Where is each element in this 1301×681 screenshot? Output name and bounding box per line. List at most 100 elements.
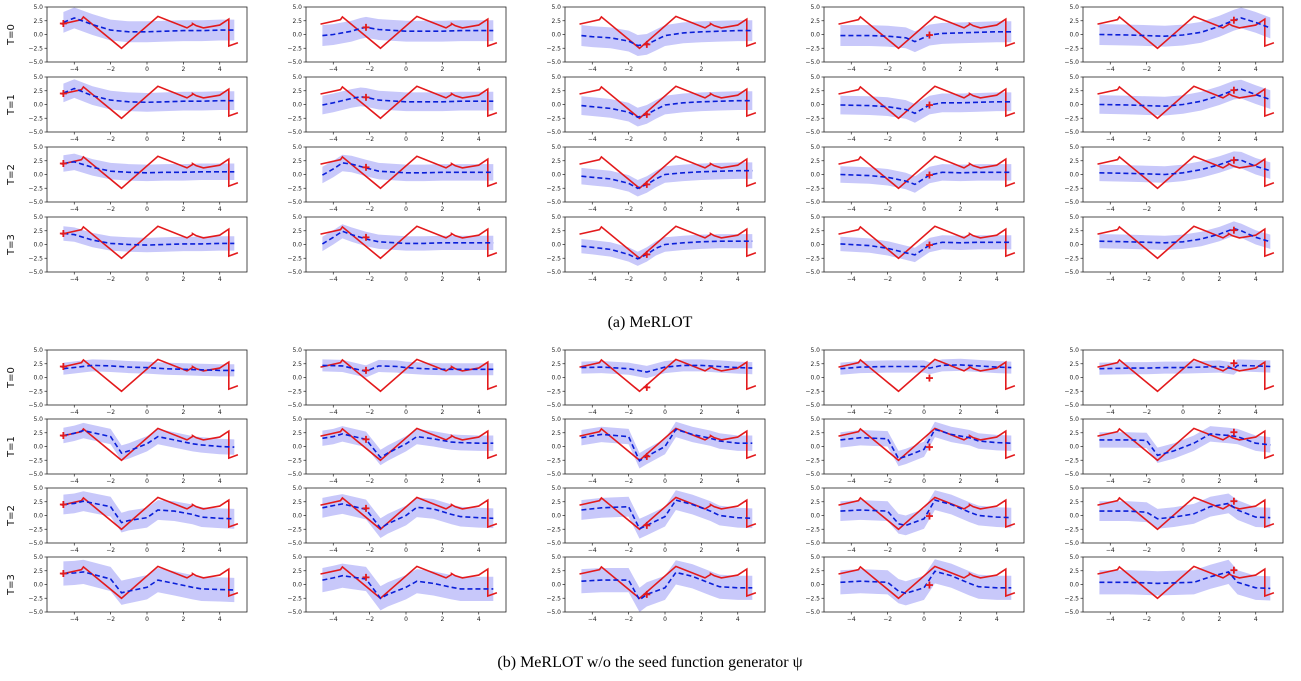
uncertainty-band [1099, 221, 1271, 250]
x-tick-label: −2 [106, 206, 115, 213]
y-tick-label: −2.5 [287, 526, 302, 533]
x-tick-label: 2 [1217, 136, 1221, 143]
x-tick-label: −2 [1142, 276, 1151, 283]
y-tick-label: 5.0 [1069, 485, 1079, 492]
y-tick-label: −5.0 [805, 59, 820, 66]
context-point-marker [643, 40, 651, 48]
y-tick-label: −5.0 [1064, 269, 1079, 276]
subplot: −5.0 −2.5 0.0 2.5 5.0 −4 −2 0 2 4 T=2 [6, 485, 248, 554]
y-tick-label: 0.0 [33, 582, 43, 589]
y-tick-label: 5.0 [292, 347, 302, 354]
x-tick-label: 2 [958, 547, 962, 554]
subplot: −5.0 −2.5 0.0 2.5 5.0 −4 −2 0 2 4 [287, 554, 507, 623]
ground-truth-line [579, 85, 757, 120]
x-tick-label: 0 [404, 478, 408, 485]
y-tick-label: 0.0 [1069, 444, 1079, 451]
y-tick-label: 5.0 [551, 74, 561, 81]
y-tick-label: −5.0 [546, 269, 561, 276]
x-tick-label: 4 [218, 206, 222, 213]
context-point-marker [362, 23, 370, 31]
axes-frame [46, 349, 248, 406]
x-tick-label: 4 [477, 276, 481, 283]
x-tick-label: 2 [181, 276, 185, 283]
y-tick-label: −2.5 [28, 185, 43, 192]
subplot: −5.0 −2.5 0.0 2.5 5.0 −4 −2 0 2 4 [1064, 4, 1284, 73]
x-tick-label: −2 [624, 276, 633, 283]
x-tick-label: −2 [1142, 547, 1151, 554]
ground-truth-line [838, 496, 1016, 531]
y-tick-label: 2.5 [292, 568, 302, 575]
x-tick-label: 2 [181, 66, 185, 73]
y-tick-label: −2.5 [805, 595, 820, 602]
context-point-marker [59, 90, 67, 97]
context-point-marker [362, 233, 370, 241]
y-tick-label: 0.0 [810, 242, 820, 249]
x-tick-label: −4 [847, 66, 856, 73]
x-tick-label: −4 [588, 616, 597, 623]
ground-truth-line [61, 85, 239, 120]
y-tick-label: −5.0 [1064, 59, 1079, 66]
subplot: −5.0 −2.5 0.0 2.5 5.0 −4 −2 0 2 4 [546, 74, 766, 143]
x-tick-label: 4 [477, 547, 481, 554]
x-tick-label: 4 [1254, 206, 1258, 213]
x-tick-label: −2 [365, 206, 374, 213]
subplot: −5.0 −2.5 0.0 2.5 5.0 −4 −2 0 2 4 [546, 554, 766, 623]
x-tick-label: −4 [847, 478, 856, 485]
y-tick-label: 5.0 [33, 144, 43, 151]
y-tick-label: −2.5 [546, 45, 561, 52]
x-tick-label: 2 [1217, 478, 1221, 485]
x-tick-label: 2 [958, 276, 962, 283]
y-tick-label: 0.0 [810, 444, 820, 451]
x-tick-label: 2 [1217, 547, 1221, 554]
y-tick-label: −5.0 [287, 59, 302, 66]
axes-frame [823, 349, 1025, 406]
x-tick-label: −4 [329, 136, 338, 143]
predicted-mean-line [840, 570, 1012, 595]
y-tick-label: 5.0 [1069, 554, 1079, 561]
predicted-mean-line [1099, 364, 1271, 370]
predicted-mean-line [1099, 570, 1271, 590]
y-tick-label: −2.5 [546, 595, 561, 602]
x-tick-label: 4 [218, 409, 222, 416]
y-tick-label: −2.5 [1064, 457, 1079, 464]
y-tick-label: 5.0 [551, 214, 561, 221]
context-point-marker [1230, 497, 1238, 505]
y-tick-label: 0.0 [810, 102, 820, 109]
y-tick-label: 0.0 [292, 582, 302, 589]
y-tick-label: −5.0 [805, 540, 820, 547]
y-tick-label: 5.0 [292, 74, 302, 81]
subplot: −5.0 −2.5 0.0 2.5 5.0 −4 −2 0 2 4 [805, 4, 1025, 73]
predicted-mean-line [63, 429, 235, 455]
uncertainty-band [581, 20, 753, 56]
y-tick-label: −2.5 [1064, 595, 1079, 602]
x-tick-label: 2 [181, 206, 185, 213]
uncertainty-band [581, 91, 753, 127]
x-tick-label: 0 [922, 276, 926, 283]
y-tick-label: −5.0 [287, 471, 302, 478]
predicted-mean-line [1099, 502, 1271, 520]
subplot: −5.0 −2.5 0.0 2.5 5.0 −4 −2 0 2 4 [546, 4, 766, 73]
x-tick-label: 2 [958, 478, 962, 485]
y-tick-label: −2.5 [805, 388, 820, 395]
x-tick-label: 2 [1217, 206, 1221, 213]
x-tick-label: −4 [588, 409, 597, 416]
y-tick-label: 5.0 [1069, 214, 1079, 221]
y-tick-label: 0.0 [292, 102, 302, 109]
y-tick-label: −5.0 [805, 129, 820, 136]
x-tick-label: 4 [736, 409, 740, 416]
x-tick-label: −4 [1106, 547, 1115, 554]
ground-truth-line [320, 225, 498, 260]
y-tick-label: 5.0 [810, 416, 820, 423]
predicted-mean-line [322, 95, 494, 106]
predicted-mean-line [63, 364, 235, 372]
x-tick-label: 4 [1254, 409, 1258, 416]
predicted-mean-line [322, 433, 494, 459]
ground-truth-line [61, 155, 239, 190]
subplot: −5.0 −2.5 0.0 2.5 5.0 −4 −2 0 2 4 [805, 485, 1025, 554]
x-tick-label: −2 [883, 409, 892, 416]
context-point-marker [643, 590, 651, 598]
x-tick-label: 4 [995, 276, 999, 283]
subplot: −5.0 −2.5 0.0 2.5 5.0 −4 −2 0 2 4 [287, 416, 507, 485]
y-tick-label: 2.5 [33, 18, 43, 25]
context-point-marker [362, 93, 370, 101]
